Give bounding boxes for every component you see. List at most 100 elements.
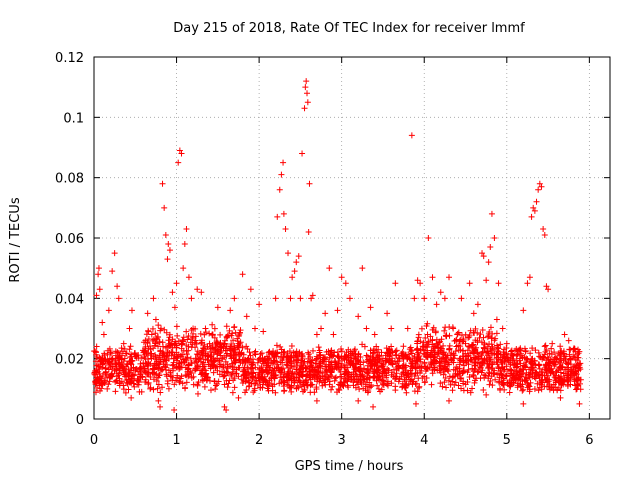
noise-point [155, 322, 162, 329]
noise-point [422, 346, 429, 353]
noise-point [314, 378, 321, 385]
noise-point [288, 343, 295, 350]
noise-point [316, 369, 323, 376]
data-point [285, 250, 292, 257]
noise-point [292, 350, 299, 357]
data-point [251, 325, 258, 332]
data-point [404, 325, 411, 332]
noise-point [573, 386, 580, 393]
noise-point [152, 330, 159, 337]
noise-point [488, 334, 495, 341]
data-point [421, 295, 428, 302]
noise-point [194, 382, 201, 389]
noise-point [455, 347, 462, 354]
noise-point [352, 370, 359, 377]
noise-point [207, 348, 214, 355]
noise-point [309, 381, 316, 388]
x-tick-label: 0 [90, 433, 98, 448]
noise-point [495, 356, 502, 363]
noise-point [389, 355, 396, 362]
noise-point [305, 351, 312, 358]
data-point [384, 310, 391, 317]
noise-point [202, 356, 209, 363]
noise-point [130, 364, 137, 371]
noise-point [201, 331, 208, 338]
data-point [308, 295, 315, 302]
data-point [437, 289, 444, 296]
noise-point [481, 371, 488, 378]
noise-point [570, 346, 577, 353]
noise-point [134, 375, 141, 382]
noise-point [190, 373, 197, 380]
noise-point [249, 356, 256, 363]
noise-point [274, 361, 281, 368]
noise-point [147, 343, 154, 350]
noise-point [260, 376, 267, 383]
noise-point [258, 364, 265, 371]
data-point [260, 328, 267, 335]
data-point [414, 277, 421, 284]
data-point [180, 265, 187, 272]
noise-point [485, 375, 492, 382]
noise-point [345, 346, 352, 353]
data-point [487, 244, 494, 251]
data-point [526, 274, 533, 281]
y-tick-label: 0.1 [63, 111, 84, 126]
noise-point [564, 378, 571, 385]
noise-point [474, 359, 481, 366]
x-tick-label: 6 [585, 433, 593, 448]
noise-point [309, 374, 316, 381]
noise-point [567, 381, 574, 388]
noise-point [180, 334, 187, 341]
noise-point [131, 383, 138, 390]
noise-point [441, 379, 448, 386]
noise-point [519, 381, 526, 388]
noise-point [409, 358, 416, 365]
noise-point [453, 364, 460, 371]
data-point [155, 397, 162, 404]
data-point [538, 183, 545, 190]
noise-point [496, 385, 503, 392]
noise-point [197, 330, 204, 337]
data-point [493, 316, 500, 323]
noise-point [145, 327, 152, 334]
noise-point [529, 355, 536, 362]
noise-point [352, 356, 359, 363]
noise-point [529, 345, 536, 352]
noise-point [228, 372, 235, 379]
noise-point [370, 347, 377, 354]
noise-point [434, 344, 441, 351]
noise-point [109, 370, 116, 377]
noise-point [500, 352, 507, 359]
data-point [297, 295, 304, 302]
noise-point [266, 367, 273, 374]
noise-point [194, 390, 201, 397]
noise-point [501, 366, 508, 373]
noise-point [349, 350, 356, 357]
noise-point [132, 353, 139, 360]
noise-point [460, 337, 467, 344]
noise-point [523, 369, 530, 376]
noise-point [169, 367, 176, 374]
noise-point [462, 350, 469, 357]
noise-point [577, 360, 584, 367]
noise-point [159, 366, 166, 373]
noise-point [286, 384, 293, 391]
noise-point [229, 369, 236, 376]
noise-point [286, 377, 293, 384]
noise-point [176, 364, 183, 371]
noise-point [295, 376, 302, 383]
noise-point [570, 363, 577, 370]
noise-point [238, 350, 245, 357]
noise-point [278, 349, 285, 356]
noise-point [118, 352, 125, 359]
noise-point [163, 329, 170, 336]
data-point [543, 283, 550, 290]
noise-point [502, 373, 509, 380]
noise-point [532, 347, 539, 354]
noise-point [98, 358, 105, 365]
noise-point [525, 381, 532, 388]
noise-point [332, 375, 339, 382]
noise-point [254, 359, 261, 366]
